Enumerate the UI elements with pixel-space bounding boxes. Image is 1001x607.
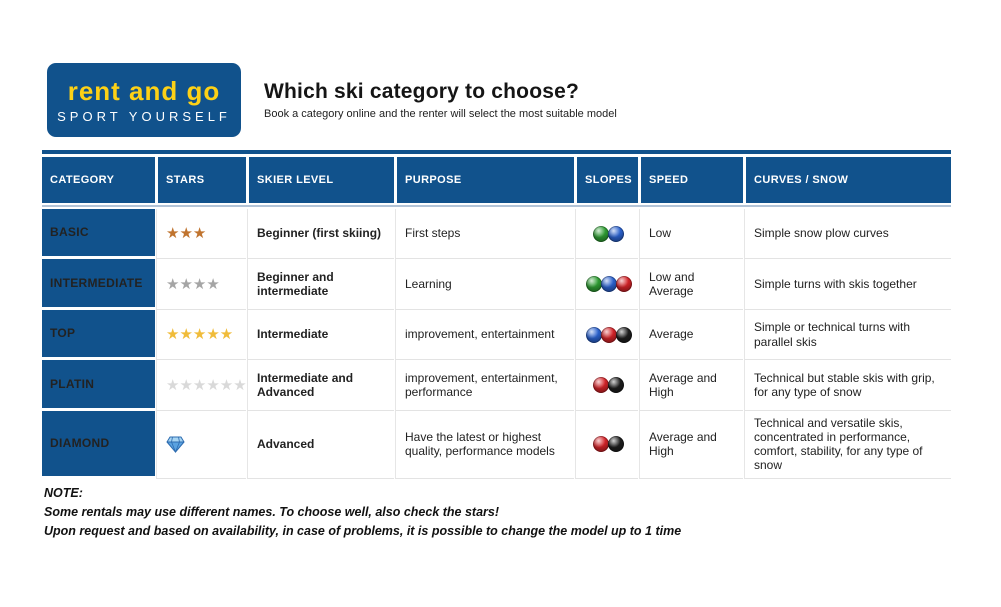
slope-dots [585,326,632,343]
purpose-cell: Learning [395,259,574,310]
category-cell: INTERMEDIATE [42,259,155,310]
speed-cell: Average and High [639,411,743,479]
slope-dot-black [615,326,632,343]
category-cell: TOP [42,310,155,360]
slope-dots [585,377,632,393]
table-body: BASIC ★★★ Beginner (first skiing) First … [42,209,951,479]
slopes-cell [575,209,638,259]
purpose-cell: First steps [395,209,574,259]
slope-dot-red [600,326,617,343]
stars-cell: ★★★★★ [156,310,246,360]
note-line-1: Some rentals may use different names. To… [44,505,500,519]
notes: NOTE: Some rentals may use different nam… [44,484,681,541]
slopes-cell [575,360,638,411]
purpose-cell: improvement, entertainment [395,310,574,360]
slope-dot-green [585,276,602,292]
header-cell-skier-level: SKIER LEVEL [249,157,394,203]
table-row: INTERMEDIATE ★★★★ Beginner and intermedi… [42,259,951,310]
skier-level-cell: Advanced [247,411,394,479]
header-cell-stars: STARS [158,157,246,203]
skier-level-cell: Intermediate and Advanced [247,360,394,411]
slope-dot-blue [600,276,617,292]
slopes-cell [575,259,638,310]
page-subtitle: Book a category online and the renter wi… [264,108,617,120]
speed-cell: Low and Average [639,259,743,310]
speed-cell: Average and High [639,360,743,411]
speed-cell: Low [639,209,743,259]
purpose-cell: Have the latest or highest quality, perf… [395,411,574,479]
page-title: Which ski category to choose? [264,80,580,103]
stars-cell: ★★★ [156,209,246,259]
header-cell-curves-snow: CURVES / SNOW [746,157,951,203]
logo-brand-text: rent and go [67,75,221,106]
rent-and-go-logo: rent and go SPORT YOURSELF [47,63,241,137]
category-cell: DIAMOND [42,411,155,479]
stars-cell: ★★★★ [156,259,246,310]
stars-cell [156,411,246,479]
headline: Which ski category to choose? Book a cat… [264,80,617,120]
slope-dot-blue [585,326,602,343]
logo-tagline: SPORT YOURSELF [57,108,231,124]
table-header-divider [42,205,951,207]
header-cell-speed: SPEED [641,157,743,203]
note-title: NOTE: [44,486,83,500]
slope-dots [585,436,632,453]
table-row: BASIC ★★★ Beginner (first skiing) First … [42,209,951,259]
slope-dots [585,276,632,292]
diamond-icon [166,436,185,453]
star-rating: ★★★ [166,225,207,242]
category-cell: BASIC [42,209,155,259]
star-rating: ★★★★★ [166,326,234,343]
curves-snow-cell: Technical but stable skis with grip, for… [744,360,951,411]
table-row: TOP ★★★★★ Intermediate improvement, ente… [42,310,951,360]
skier-level-cell: Beginner (first skiing) [247,209,394,259]
curves-snow-cell: Simple turns with skis together [744,259,951,310]
slope-dot-blue [608,225,624,242]
slope-dot-red [593,377,609,393]
curves-snow-cell: Technical and versatile skis, concentrat… [744,411,951,479]
slope-dots [585,225,632,242]
note-line-2: Upon request and based on availability, … [44,524,682,538]
slope-dot-red [615,276,632,292]
header-cell-slopes: SLOPES [577,157,638,203]
slope-dot-green [593,225,609,242]
skier-level-cell: Intermediate [247,310,394,360]
header-cell-category: CATEGORY [42,157,155,203]
slopes-cell [575,310,638,360]
header-cell-purpose: PURPOSE [397,157,574,203]
slopes-cell [575,411,638,479]
stars-cell: ★★★★★★ [156,360,247,411]
curves-snow-cell: Simple snow plow curves [744,209,951,259]
category-cell: PLATIN [42,360,155,411]
table-row: PLATIN ★★★★★★ Intermediate and Advanced … [42,360,951,411]
slope-dot-black [608,436,624,453]
slope-dot-red [593,436,609,453]
speed-cell: Average [639,310,743,360]
table-row: DIAMOND Advanced Have the latest or high… [42,411,951,479]
slope-dot-black [608,377,624,393]
purpose-cell: improvement, entertainment, performance [395,360,574,411]
curves-snow-cell: Simple or technical turns with parallel … [744,310,951,360]
star-rating: ★★★★★★ [166,376,247,394]
skier-level-cell: Beginner and intermediate [247,259,394,310]
table-top-rule [42,150,951,154]
table-header-row: CATEGORY STARS SKIER LEVEL PURPOSE SLOPE… [42,157,951,203]
star-rating: ★★★★ [166,275,220,293]
ski-category-table: CATEGORY STARS SKIER LEVEL PURPOSE SLOPE… [42,150,951,479]
